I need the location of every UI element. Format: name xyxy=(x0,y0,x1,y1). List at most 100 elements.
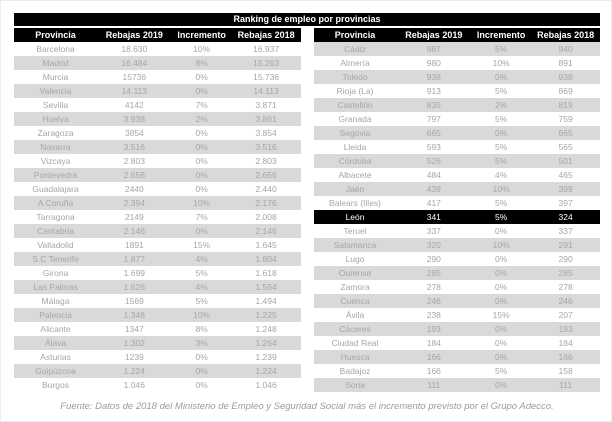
table-row: Málaga 1569 5% 1.494 xyxy=(14,294,301,308)
value-cell: 10% xyxy=(193,44,211,54)
value-cell: 397 xyxy=(558,198,573,208)
report-title: Ranking de empleo por provincias xyxy=(14,13,600,26)
value-cell: 1.564 xyxy=(231,280,301,294)
value-cell: 0% xyxy=(195,184,208,194)
column-header: Rebajas 2018 xyxy=(531,28,600,42)
province-cell: Valladolid xyxy=(37,240,74,250)
province-cell: Valencia xyxy=(14,84,98,98)
province-cell: Lugo xyxy=(345,254,365,264)
province-cell: Albacete xyxy=(338,170,372,180)
value-cell: 0% xyxy=(195,352,208,362)
province-cell: Segovia xyxy=(313,126,397,140)
table-row: Salamanca 320 10% 291 xyxy=(313,238,600,252)
value-cell: 18.630 xyxy=(121,44,148,54)
table-row: Zaragoza 3854 0% 3.854 xyxy=(14,126,301,140)
value-cell: 7% xyxy=(195,212,208,222)
value-cell: 593 xyxy=(426,142,441,152)
province-cell: Cuenca xyxy=(313,294,397,308)
province-cell: Huelva xyxy=(14,112,98,126)
table-row: Tarragona 2149 7% 2.008 xyxy=(14,210,301,224)
value-cell: 5% xyxy=(471,154,532,168)
value-cell: 2.656 xyxy=(231,168,301,182)
value-cell: 0% xyxy=(195,72,208,82)
value-cell: 5% xyxy=(471,210,532,224)
province-cell: Cantabria xyxy=(14,224,98,238)
value-cell: 526 xyxy=(396,154,472,168)
value-cell: 10% xyxy=(171,308,232,322)
province-cell: Lleida xyxy=(343,142,367,152)
value-cell: 5% xyxy=(195,296,208,306)
value-cell: 0% xyxy=(471,350,532,364)
table-row: Almería 980 10% 891 xyxy=(314,56,601,70)
province-cell: Burgos xyxy=(42,380,69,390)
value-cell: 285 xyxy=(531,266,600,280)
value-cell: 465 xyxy=(558,170,573,180)
value-cell: 0% xyxy=(494,226,508,236)
table-row: Teruel 337 0% 337 xyxy=(314,224,601,238)
value-cell: 1.804 xyxy=(231,252,301,266)
value-cell: 291 xyxy=(531,238,600,252)
value-cell: 1.046 xyxy=(255,380,277,390)
table-row: Barcelona 18.630 10% 16.937 xyxy=(14,42,301,56)
value-cell: 869 xyxy=(558,86,573,96)
value-cell: 7% xyxy=(195,100,208,110)
province-cell: Tarragona xyxy=(36,212,75,222)
value-cell: 246 xyxy=(531,294,600,308)
value-cell: 1.877 xyxy=(97,252,172,266)
table-row: Valladolid 1891 15% 1.645 xyxy=(14,238,301,252)
value-cell: 1.645 xyxy=(255,240,277,250)
value-cell: 2% xyxy=(171,112,232,126)
value-cell: 5% xyxy=(494,114,508,124)
column-header: Rebajas 2019 xyxy=(97,28,172,42)
province-cell: Navarra xyxy=(14,140,98,154)
value-cell: 2.440 xyxy=(255,184,277,194)
value-cell: 565 xyxy=(558,142,573,152)
province-cell: Toledo xyxy=(313,70,397,84)
table-row: Lleida 593 5% 565 xyxy=(314,140,601,154)
value-cell: 5% xyxy=(494,86,508,96)
value-cell: 0% xyxy=(494,282,508,292)
value-cell: 0% xyxy=(471,294,532,308)
province-cell: Granada xyxy=(338,114,372,124)
value-cell: 0% xyxy=(471,126,532,140)
value-cell: 15% xyxy=(193,240,211,250)
province-cell: Salamanca xyxy=(313,238,397,252)
value-cell: 665 xyxy=(396,126,472,140)
value-cell: 1.626 xyxy=(97,280,172,294)
value-cell: 439 xyxy=(396,182,472,196)
table-row: Vizcaya 2.803 0% 2.803 xyxy=(14,154,301,168)
table-row: Segovia 665 0% 665 xyxy=(313,126,600,140)
table-row: Huesca 166 0% 166 xyxy=(313,350,600,364)
value-cell: 5% xyxy=(195,268,208,278)
province-cell: Ciudad Real xyxy=(331,338,379,348)
table-row: Sevilla 4142 7% 3.871 xyxy=(14,98,301,112)
value-cell: 14.113 xyxy=(231,84,301,98)
value-cell: 0% xyxy=(195,128,208,138)
value-cell: 8% xyxy=(195,324,208,334)
value-cell: 665 xyxy=(531,126,600,140)
value-cell: 501 xyxy=(531,154,600,168)
value-cell: 337 xyxy=(558,226,573,236)
value-cell: 3.516 xyxy=(97,140,172,154)
province-cell: Ávila xyxy=(345,310,365,320)
value-cell: 2.146 xyxy=(97,224,172,238)
table-row: Toledo 938 0% 938 xyxy=(313,70,600,84)
table-row: Huelva 3.938 2% 3.861 xyxy=(14,112,301,126)
table-row: Cuenca 246 0% 246 xyxy=(313,294,600,308)
province-cell: Castellón xyxy=(313,98,397,112)
province-cell: León xyxy=(313,210,397,224)
province-cell: Jaén xyxy=(313,182,397,196)
value-cell: 3% xyxy=(171,336,232,350)
value-cell: 4142 xyxy=(124,100,144,110)
table-row: Murcia 15736 0% 15.736 xyxy=(14,70,301,84)
table-row: Palencia 1.348 10% 1.225 xyxy=(14,308,301,322)
table-row: Castellón 835 2% 819 xyxy=(313,98,600,112)
province-cell: Zamora xyxy=(340,282,370,292)
value-cell: 1.699 xyxy=(123,268,145,278)
value-cell: 111 xyxy=(396,378,472,392)
value-cell: 158 xyxy=(558,366,573,376)
province-cell: Cádiz xyxy=(313,42,397,56)
value-cell: 1.348 xyxy=(97,308,172,322)
table-row: Ciudad Real 184 0% 184 xyxy=(314,336,601,350)
province-cell: Málaga xyxy=(41,296,70,306)
